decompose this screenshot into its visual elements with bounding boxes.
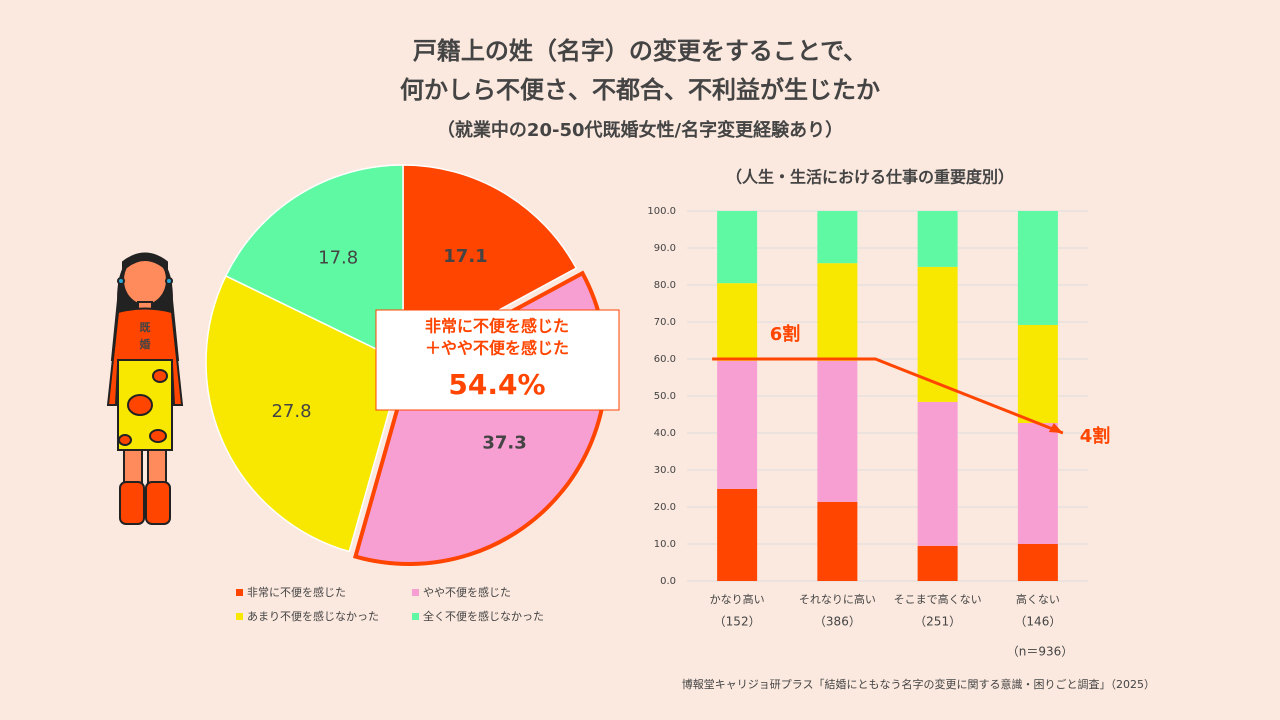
callout-text: ＋やや不便を感じた <box>425 339 569 358</box>
y-tick-label: 100.0 <box>647 206 676 217</box>
y-tick-label: 80.0 <box>654 280 676 291</box>
bar-segment <box>917 401 958 546</box>
bar-segment <box>817 263 858 361</box>
bar-segment <box>817 501 858 581</box>
x-tick-label: 高くない <box>1016 592 1060 606</box>
illustration <box>106 252 184 525</box>
bar-segment <box>1017 544 1058 581</box>
x-tick-note: （146） <box>1014 615 1061 629</box>
bar-segment <box>917 545 958 581</box>
y-tick-label: 70.0 <box>654 317 676 328</box>
bar-segment <box>817 360 858 502</box>
legend-swatch <box>412 613 419 620</box>
x-tick-note: （152） <box>714 615 761 629</box>
callout-text: 非常に不便を感じた <box>425 317 569 336</box>
annotation: 6割 <box>770 323 801 345</box>
bar-segment <box>717 360 758 489</box>
y-tick-label: 50.0 <box>654 391 676 402</box>
illustration-label: 婚 <box>140 337 151 351</box>
bar-segment <box>1017 324 1058 424</box>
pie-label: 37.3 <box>482 432 526 453</box>
x-tick-label: そこまで高くない <box>894 592 982 606</box>
pie-slice <box>205 274 404 553</box>
bar-segment <box>717 488 758 581</box>
legend-swatch <box>236 589 243 596</box>
source: 博報堂キャリジョ研プラス「結婚にともなう名字の変更に関する意識・困りごと調査」（… <box>682 677 1155 691</box>
legend-label: やや不便を感じた <box>423 586 511 599</box>
x-tick-note: （251） <box>914 615 961 629</box>
bar-segment <box>1017 211 1058 325</box>
pie-label: 27.8 <box>271 401 311 422</box>
illustration-label: 既 <box>140 321 151 334</box>
subtitle: （就業中の20-50代既婚女性/名字変更経験あり） <box>437 119 843 141</box>
bar-segment <box>717 211 758 284</box>
bar-segment <box>917 211 958 267</box>
y-tick-label: 60.0 <box>654 354 676 365</box>
x-tick-label: それなりに高い <box>799 592 876 606</box>
arrow-head <box>1048 423 1063 433</box>
pie-label: 17.8 <box>318 247 358 268</box>
x-tick-note: （386） <box>814 615 861 629</box>
annotation: 4割 <box>1080 425 1111 447</box>
legend-label: 全く不便を感じなかった <box>423 609 544 623</box>
bar-subtitle: （人生・生活における仕事の重要度別） <box>726 168 1014 187</box>
legend-swatch <box>412 589 419 596</box>
bar-segment <box>1017 423 1058 544</box>
y-tick-label: 30.0 <box>654 465 676 476</box>
pie-slice <box>224 164 404 364</box>
callout-value: 54.4% <box>448 368 545 401</box>
x-tick-label: かなり高い <box>710 592 765 606</box>
y-tick-label: 20.0 <box>654 502 676 513</box>
title-line: 何かしら不便さ、不都合、不利益が生じたか <box>400 76 880 104</box>
bar-segment <box>717 283 758 361</box>
legend-label: 非常に不便を感じた <box>247 586 346 599</box>
legend-label: あまり不便を感じなかった <box>247 610 379 623</box>
bar-segment <box>917 266 958 402</box>
callout-box <box>375 309 620 411</box>
title-line: 戸籍上の姓（名字）の変更をすることで、 <box>413 37 867 65</box>
y-tick-label: 0.0 <box>660 576 676 587</box>
trend-arrow <box>712 357 1064 435</box>
pie-label: 17.1 <box>443 246 487 267</box>
legend-swatch <box>236 613 243 620</box>
y-tick-label: 40.0 <box>654 428 676 439</box>
bar-segment <box>817 211 858 264</box>
y-tick-label: 90.0 <box>654 243 676 254</box>
y-tick-label: 10.0 <box>654 539 676 550</box>
note: （n＝936） <box>1007 645 1074 659</box>
